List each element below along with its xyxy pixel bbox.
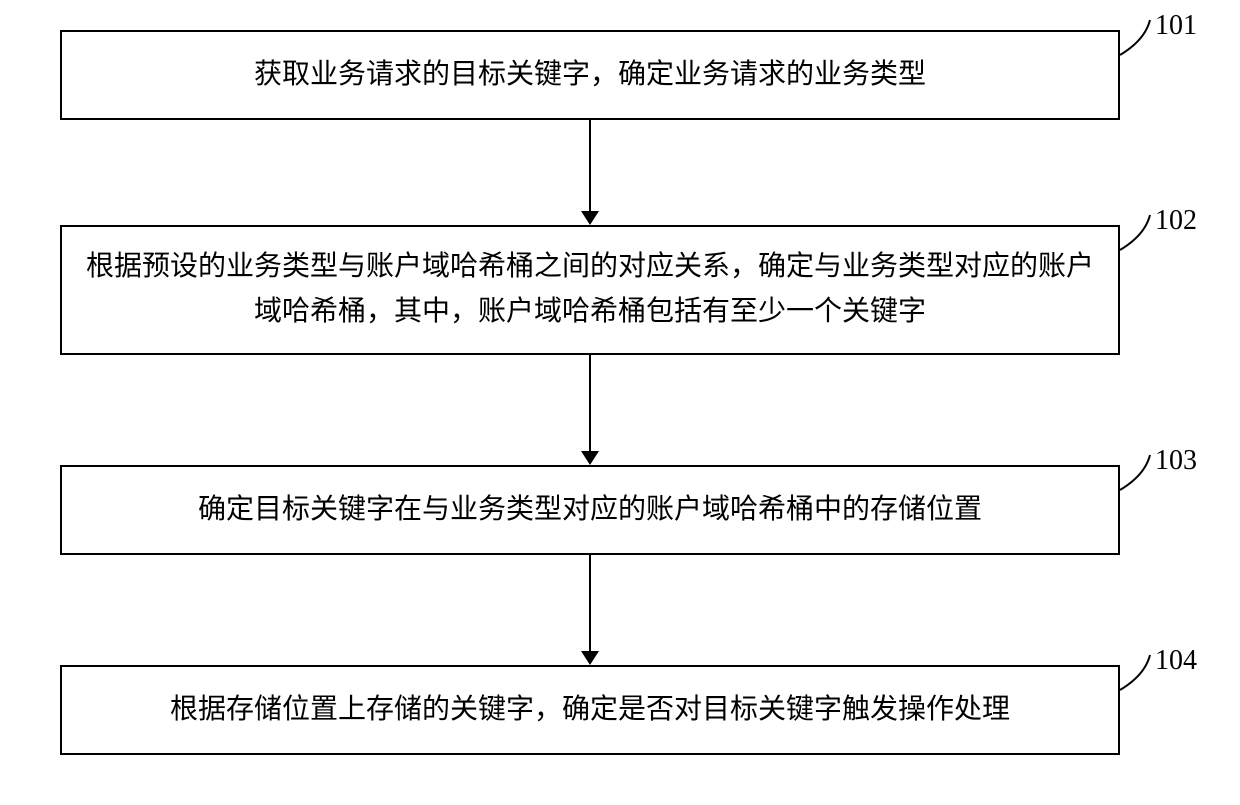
callout-curve — [1115, 15, 1155, 60]
callout-curve — [1115, 450, 1155, 495]
callout-curve — [1115, 210, 1155, 255]
flow-node-text: 根据存储位置上存储的关键字，确定是否对目标关键字触发操作处理 — [170, 688, 1010, 733]
flow-arrow — [570, 355, 610, 465]
step-label-102: 102 — [1155, 205, 1197, 237]
step-label-103: 103 — [1155, 445, 1197, 477]
step-label-101: 101 — [1155, 10, 1197, 42]
flow-node-text: 确定目标关键字在与业务类型对应的账户域哈希桶中的存储位置 — [198, 488, 982, 533]
flow-node-text: 根据预设的业务类型与账户域哈希桶之间的对应关系，确定与业务类型对应的账户域哈希桶… — [82, 245, 1098, 335]
flow-arrow — [570, 120, 610, 225]
flow-node-step3: 确定目标关键字在与业务类型对应的账户域哈希桶中的存储位置 — [60, 465, 1120, 555]
step-label-104: 104 — [1155, 645, 1197, 677]
callout-curve — [1115, 650, 1155, 695]
flow-node-text: 获取业务请求的目标关键字，确定业务请求的业务类型 — [254, 53, 926, 98]
flow-node-step2: 根据预设的业务类型与账户域哈希桶之间的对应关系，确定与业务类型对应的账户域哈希桶… — [60, 225, 1120, 355]
flow-arrow — [570, 555, 610, 665]
flow-node-step1: 获取业务请求的目标关键字，确定业务请求的业务类型 — [60, 30, 1120, 120]
flow-node-step4: 根据存储位置上存储的关键字，确定是否对目标关键字触发操作处理 — [60, 665, 1120, 755]
flowchart-canvas: 获取业务请求的目标关键字，确定业务请求的业务类型 101 根据预设的业务类型与账户域… — [0, 0, 1240, 805]
